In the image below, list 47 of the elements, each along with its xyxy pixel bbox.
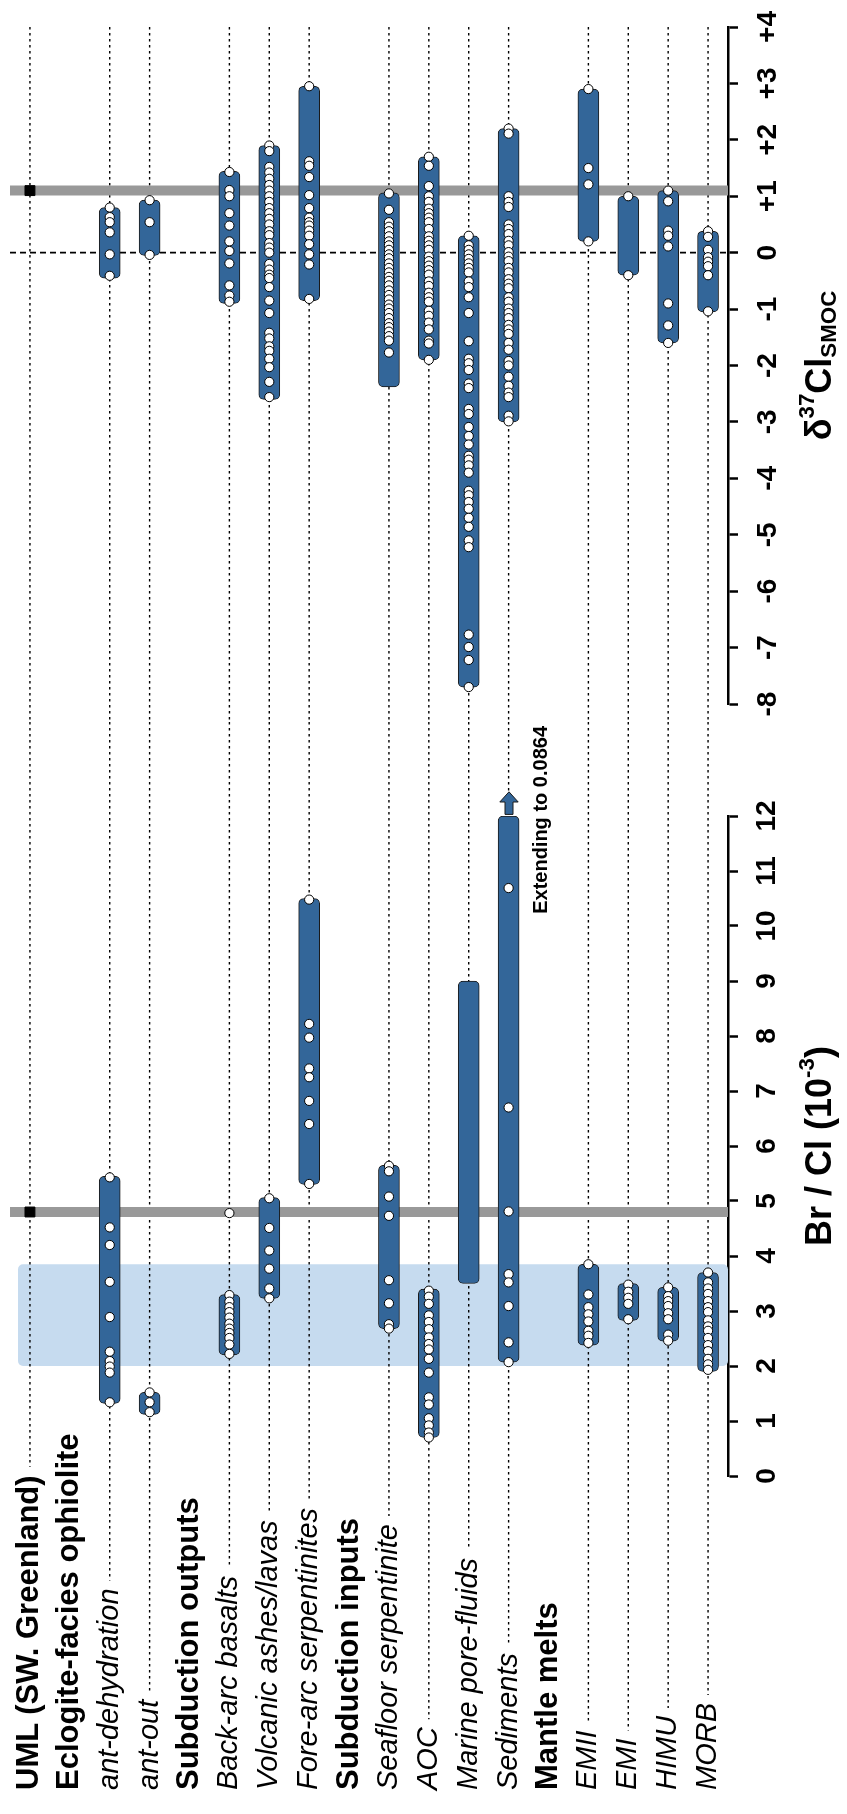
y-axis-title: δ37ClSMOC [794,290,841,441]
x-tick-label: ant-out [131,1697,164,1790]
x-tick-label: Mantle melts [529,1602,565,1790]
y-tick-label: -1 [750,296,782,322]
y-tick-label: +3 [750,67,782,100]
y-tick-label: -3 [750,409,782,435]
y-tick-label: -2 [750,353,782,378]
y-tick-label: 9 [750,973,782,989]
x-tick-label: Eclogite-facies ophiolite [50,1433,86,1790]
y-tick-label: 3 [750,1303,782,1319]
y-tick-label: 6 [750,1138,782,1154]
y-tick-label: -5 [750,522,782,548]
x-tick-label: Volcanic ashes/lavas [251,1520,284,1790]
y-tick-label: -8 [750,691,782,717]
annotation: Extending to 0.0864 [529,725,552,914]
y-tick-label: 2 [750,1358,782,1374]
x-tick-label: EMII [570,1730,603,1790]
y-tick-label: +2 [750,123,782,156]
y-tick-label: -4 [750,465,782,491]
x-tick-label: Subduction outputs [170,1497,206,1790]
y-tick-label: 12 [750,800,782,832]
x-tick-label: Sediments [490,1652,523,1790]
y-axis-title: Br / Cl (10-3) [794,1046,839,1246]
x-tick-label: Back-arc basalts [211,1575,244,1790]
y-tick-label: 0 [750,1468,782,1484]
y-tick-label: 0 [750,244,782,261]
x-tick-label: Marine pore-fluids [450,1557,483,1790]
y-tick-label: 7 [750,1083,782,1099]
y-tick-label: 10 [750,910,782,942]
x-tick-label: Fore-arc serpentinites [291,1507,324,1790]
y-tick-label: -6 [750,578,782,604]
y-tick-label: 11 [750,856,782,886]
y-tick-label: 8 [750,1028,782,1044]
y-tick-label: 4 [750,1247,782,1264]
y-tick-label: -7 [750,635,782,661]
x-tick-label: EMI [610,1738,643,1790]
y-tick-label: +4 [750,10,782,43]
x-tick-label: MORB [690,1703,723,1790]
y-tick-label: 1 [750,1413,782,1429]
x-tick-label: ant-dehydration [91,1588,124,1790]
x-tick-label: Subduction inputs [329,1517,365,1790]
x-tick-label: HIMU [650,1714,683,1790]
y-tick-label: +1 [750,180,782,213]
x-tick-label: Seafloor serpentinite [371,1524,404,1790]
x-tick-label: UML (SW. Greenland) [10,1475,46,1790]
x-tick-label: AOC [410,1726,443,1792]
y-tick-label: 5 [750,1193,782,1209]
